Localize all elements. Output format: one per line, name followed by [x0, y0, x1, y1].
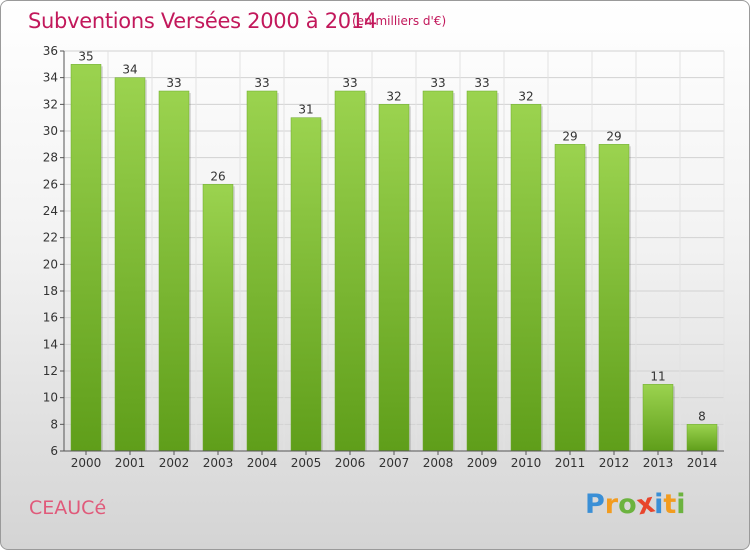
x-tick-label: 2007 — [379, 456, 410, 470]
logo-letter: i — [654, 489, 664, 520]
bar — [422, 90, 454, 452]
y-tick-label: 16 — [43, 311, 58, 325]
y-tick-label: 22 — [43, 231, 58, 245]
y-tick-label: 20 — [43, 257, 58, 271]
bar — [642, 384, 674, 452]
y-tick-label: 26 — [43, 177, 58, 191]
y-tick-label: 18 — [43, 284, 58, 298]
y-tick-label: 6 — [50, 444, 58, 458]
bar — [114, 77, 146, 452]
bar-value-label: 32 — [518, 89, 533, 103]
y-tick-label: 36 — [43, 44, 58, 58]
y-tick-label: 10 — [43, 391, 58, 405]
x-tick-label: 2008 — [423, 456, 454, 470]
bar — [686, 424, 718, 452]
chart-title: Subventions Versées 2000 à 2014 — [28, 9, 377, 33]
logo-letter: t — [663, 489, 677, 520]
bar-value-label: 34 — [122, 63, 137, 77]
x-tick-label: 2002 — [159, 456, 190, 470]
x-tick-label: 2010 — [511, 456, 542, 470]
x-tick-label: 2014 — [687, 456, 718, 470]
y-tick-label: 14 — [43, 337, 58, 351]
y-tick-label: 30 — [43, 124, 58, 138]
bar — [598, 144, 630, 452]
x-tick-label: 2005 — [291, 456, 322, 470]
y-tick-label: 32 — [43, 97, 58, 111]
bar-chart: 6 8 10 12 14 16 18 20 22 24 26 28 30 32 34 36 35 2000 34 20… — [43, 44, 725, 470]
bar-value-label: 31 — [298, 103, 313, 117]
bar — [70, 64, 102, 452]
bar — [510, 104, 542, 452]
bar — [554, 144, 586, 452]
proxiti-logo: Proxiti — [585, 488, 686, 522]
x-tick-label: 2001 — [115, 456, 146, 470]
labels: 6 8 10 12 14 16 18 20 22 24 26 28 30 32 34 36 35 2000 34 20… — [43, 44, 718, 470]
y-tick-label: 24 — [43, 204, 58, 218]
x-tick-label: 2012 — [599, 456, 630, 470]
y-tick-label: 28 — [43, 151, 58, 165]
y-tick-label: 34 — [43, 71, 58, 85]
x-tick-label: 2009 — [467, 456, 498, 470]
logo-letter: r — [604, 489, 619, 520]
bar — [158, 90, 190, 452]
commune-name: CEAUCé — [29, 497, 107, 519]
x-tick-label: 2004 — [247, 456, 278, 470]
y-tick-label: 12 — [43, 364, 58, 378]
bar-value-label: 33 — [342, 76, 357, 90]
bar-value-label: 33 — [430, 76, 445, 90]
bar-value-label: 32 — [386, 89, 401, 103]
bar — [378, 104, 410, 452]
bar-value-label: 33 — [474, 76, 489, 90]
logo-letter: P — [585, 489, 605, 520]
bar-value-label: 26 — [210, 169, 225, 183]
bars — [70, 64, 719, 452]
bar — [202, 184, 234, 452]
bar — [290, 117, 322, 452]
bar — [466, 90, 498, 452]
bar — [246, 90, 278, 452]
bar-value-label: 35 — [78, 49, 93, 63]
logo-letter: o — [618, 489, 637, 520]
chart-subtitle: (en milliers d'€) — [352, 14, 447, 28]
x-tick-label: 2006 — [335, 456, 366, 470]
bar — [334, 90, 366, 452]
bar-value-label: 33 — [254, 76, 269, 90]
bar-value-label: 8 — [698, 409, 706, 423]
bar-value-label: 33 — [166, 76, 181, 90]
logo-letter: i — [676, 489, 686, 520]
bar-value-label: 29 — [606, 129, 621, 143]
bar-value-label: 29 — [562, 129, 577, 143]
x-tick-label: 2013 — [643, 456, 674, 470]
y-tick-label: 8 — [50, 417, 58, 431]
x-tick-label: 2003 — [203, 456, 234, 470]
x-tick-label: 2011 — [555, 456, 586, 470]
bar-value-label: 11 — [650, 369, 665, 383]
axes — [60, 50, 724, 455]
x-tick-label: 2000 — [71, 456, 102, 470]
